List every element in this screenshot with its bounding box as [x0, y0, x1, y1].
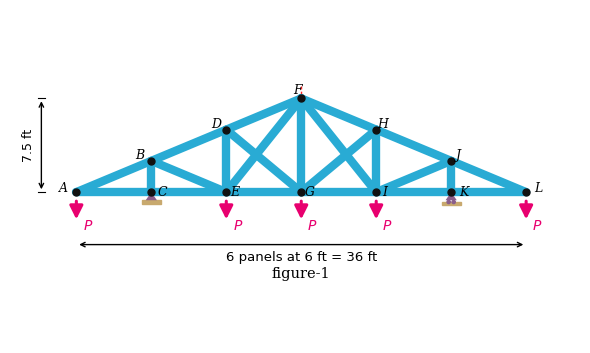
Bar: [142, 201, 160, 204]
Text: I: I: [382, 186, 388, 199]
Text: figure-1: figure-1: [272, 267, 330, 281]
Text: L: L: [535, 183, 543, 196]
Text: H: H: [377, 118, 388, 131]
Bar: [442, 202, 461, 205]
Text: 6 panels at 6 ft = 36 ft: 6 panels at 6 ft = 36 ft: [225, 251, 377, 264]
Circle shape: [447, 201, 450, 204]
Text: $P$: $P$: [307, 219, 318, 233]
Text: J: J: [455, 149, 460, 162]
Text: 7.5 ft: 7.5 ft: [22, 129, 35, 162]
Text: $P$: $P$: [532, 219, 543, 233]
Polygon shape: [445, 192, 457, 200]
Text: E: E: [231, 186, 240, 199]
Text: B: B: [136, 149, 145, 162]
Text: $P$: $P$: [232, 219, 243, 233]
Polygon shape: [146, 192, 157, 200]
Text: K: K: [459, 186, 468, 199]
Text: D: D: [211, 118, 221, 131]
Text: F: F: [293, 84, 302, 97]
Text: C: C: [158, 186, 168, 199]
Text: G: G: [305, 186, 315, 199]
Text: $P$: $P$: [382, 219, 393, 233]
Text: $P$: $P$: [83, 219, 93, 233]
Text: A: A: [60, 183, 68, 196]
Circle shape: [452, 201, 455, 204]
